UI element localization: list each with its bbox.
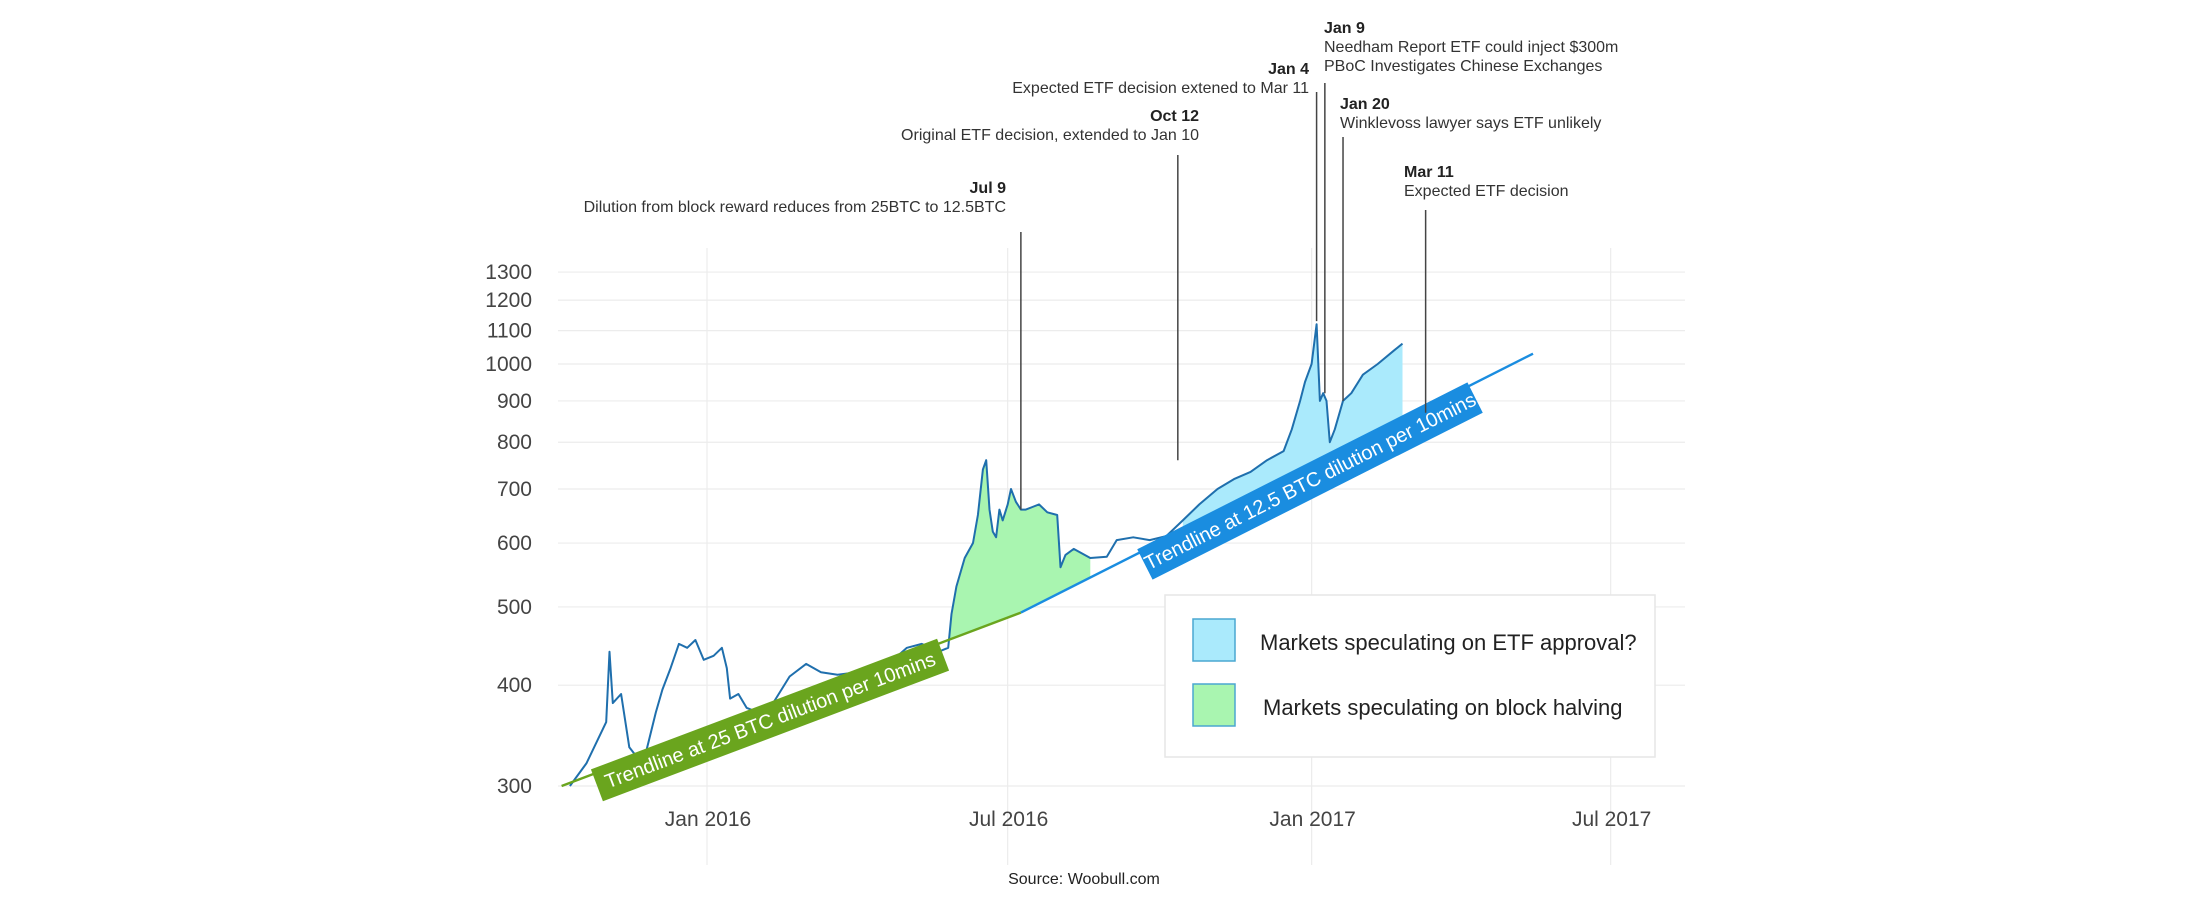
grid xyxy=(558,248,1685,865)
x-tick-label: Jan 2017 xyxy=(1269,808,1355,831)
annotation-text: Needham Report ETF could inject $300m xyxy=(1324,39,1618,56)
annotation-text: Dilution from block reward reduces from … xyxy=(584,199,1006,216)
annotations: Jul 9 Dilution from block reward reduces … xyxy=(584,20,1618,510)
y-tick-label: 1100 xyxy=(487,320,532,343)
price-line xyxy=(569,323,1404,787)
y-tick-label: 300 xyxy=(497,775,532,798)
price-series xyxy=(569,323,1404,787)
annotation-text: Expected ETF decision xyxy=(1404,183,1569,200)
annotation-text: Original ETF decision, extended to Jan 1… xyxy=(901,127,1199,144)
annotation-jul-9: Jul 9 Dilution from block reward reduces … xyxy=(584,180,1022,510)
annotation-jan-20: Jan 20 Winklevoss lawyer says ETF unlikel… xyxy=(1340,96,1601,401)
annotation-date: Mar 11 xyxy=(1404,164,1454,181)
legend-swatch-etf xyxy=(1192,618,1236,662)
legend-label-halving: Markets speculating on block halving xyxy=(1263,695,1623,720)
annotation-date: Jan 20 xyxy=(1340,96,1390,113)
annotation-text: PBoC Investigates Chinese Exchanges xyxy=(1324,58,1602,75)
y-tick-label: 900 xyxy=(497,390,532,413)
annotation-date: Jul 9 xyxy=(970,180,1007,197)
y-tick-label: 700 xyxy=(497,478,532,501)
y-tick-label: 1000 xyxy=(485,353,532,376)
annotation-oct-12: Oct 12 Original ETF decision, extended to… xyxy=(901,108,1199,461)
source-label: Source: Woobull.com xyxy=(1008,871,1160,888)
legend-swatch-halving xyxy=(1192,683,1236,727)
trendline-label-band xyxy=(1137,382,1483,580)
y-tick-label: 400 xyxy=(497,674,532,697)
axes: 300 400 500 600 700 800 900 1000 1100 1200 1300 Jan… xyxy=(485,261,1651,831)
annotation-text: Expected ETF decision extened to Mar 11 xyxy=(1012,80,1309,97)
y-tick-label: 500 xyxy=(497,596,532,619)
y-tick-label: 600 xyxy=(497,532,532,555)
annotation-jan-4: Jan 4 Expected ETF decision extened to Ma… xyxy=(1012,61,1318,322)
trendline-label-text: Trendline at 25 BTC dilution per 10mins xyxy=(602,649,939,794)
y-tick-label: 800 xyxy=(497,431,532,454)
legend-label-etf: Markets speculating on ETF approval? xyxy=(1260,630,1637,655)
annotation-text: Winklevoss lawyer says ETF unlikely xyxy=(1340,115,1601,132)
shaded-region-block-halving xyxy=(948,460,1091,648)
annotation-date: Oct 12 xyxy=(1150,108,1199,125)
annotation-date: Jan 4 xyxy=(1268,61,1309,78)
x-tick-label: Jul 2017 xyxy=(1572,808,1651,831)
x-tick-label: Jul 2016 xyxy=(969,808,1048,831)
legend-box xyxy=(1164,594,1656,758)
trendline-25btc-label: Trendline at 25 BTC dilution per 10mins xyxy=(590,638,950,802)
trendline-label-band xyxy=(590,638,950,802)
annotation-mar-11: Mar 11 Expected ETF decision xyxy=(1404,164,1569,413)
y-tick-label: 1300 xyxy=(485,261,532,284)
legend: Markets speculating on ETF approval? Mar… xyxy=(1164,594,1656,758)
annotation-jan-9: Jan 9 Needham Report ETF could inject $30… xyxy=(1324,20,1618,394)
y-tick-label: 1200 xyxy=(485,289,532,312)
annotation-date: Jan 9 xyxy=(1324,20,1365,37)
x-tick-label: Jan 2016 xyxy=(665,808,751,831)
